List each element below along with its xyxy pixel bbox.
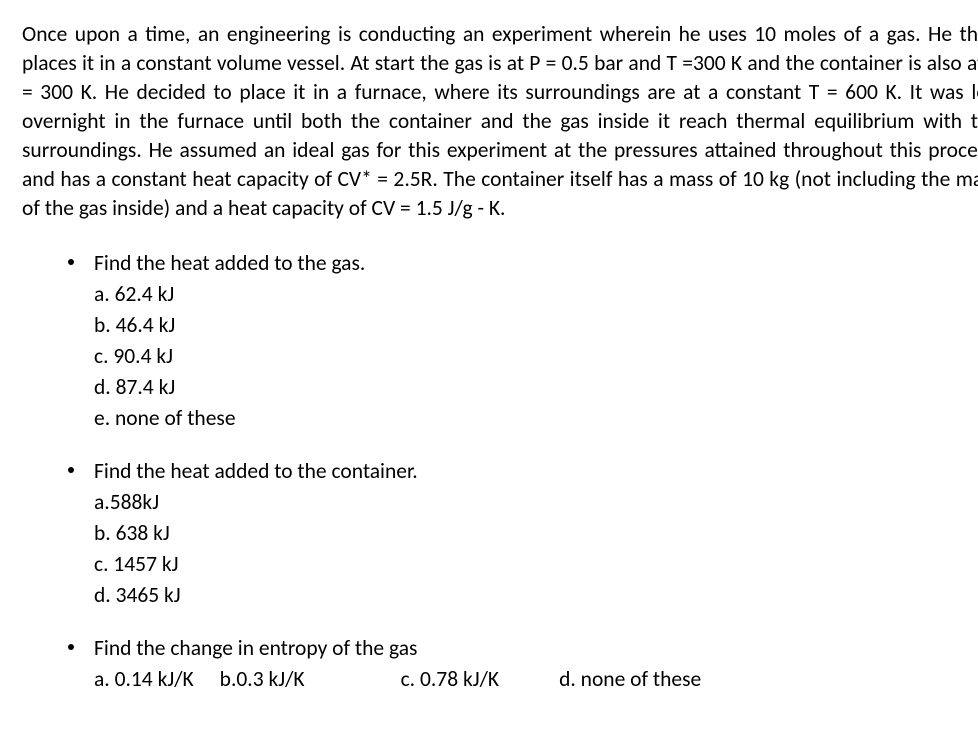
bullet-icon [68,467,74,473]
question-2-option-a: a.588kJ [70,488,978,517]
question-3-option-a: a. 0.14 kJ/K [94,665,194,694]
question-3-option-b: b.0.3 kJ/K [220,665,305,694]
question-1-prompt: Find the heat added to the gas. [94,250,365,276]
bullet-icon [68,644,74,650]
question-1-option-c: c. 90.4 kJ [70,342,978,371]
question-2-prompt: Find the heat added to the container. [94,458,418,484]
question-3: Find the change in entropy of the gas a.… [22,634,978,694]
question-1-prompt-line: Find the heat added to the gas. [70,249,978,278]
problem-paragraph: Once upon a time, an engineering is cond… [22,20,978,223]
bullet-icon [68,259,74,265]
question-3-options-row: a. 0.14 kJ/K b.0.3 kJ/K c. 0.78 kJ/K d. non… [70,665,978,694]
question-2-prompt-line: Find the heat added to the container. [70,457,978,486]
question-1-option-a: a. 62.4 kJ [70,280,978,309]
question-3-prompt-line: Find the change in entropy of the gas [70,634,978,663]
question-3-prompt: Find the change in entropy of the gas [94,635,417,661]
question-1-option-e: e. none of these [70,404,978,433]
question-2-option-c: c. 1457 kJ [70,550,978,579]
question-3-option-d: d. none of these [559,665,701,694]
question-1: Find the heat added to the gas. a. 62.4 … [22,249,978,433]
question-1-option-b: b. 46.4 kJ [70,311,978,340]
question-2-option-b: b. 638 kJ [70,519,978,548]
question-2: Find the heat added to the container. a.… [22,457,978,610]
question-2-option-d: d. 3465 kJ [70,581,978,610]
question-3-option-c: c. 0.78 kJ/K [401,665,499,694]
question-1-option-d: d. 87.4 kJ [70,373,978,402]
